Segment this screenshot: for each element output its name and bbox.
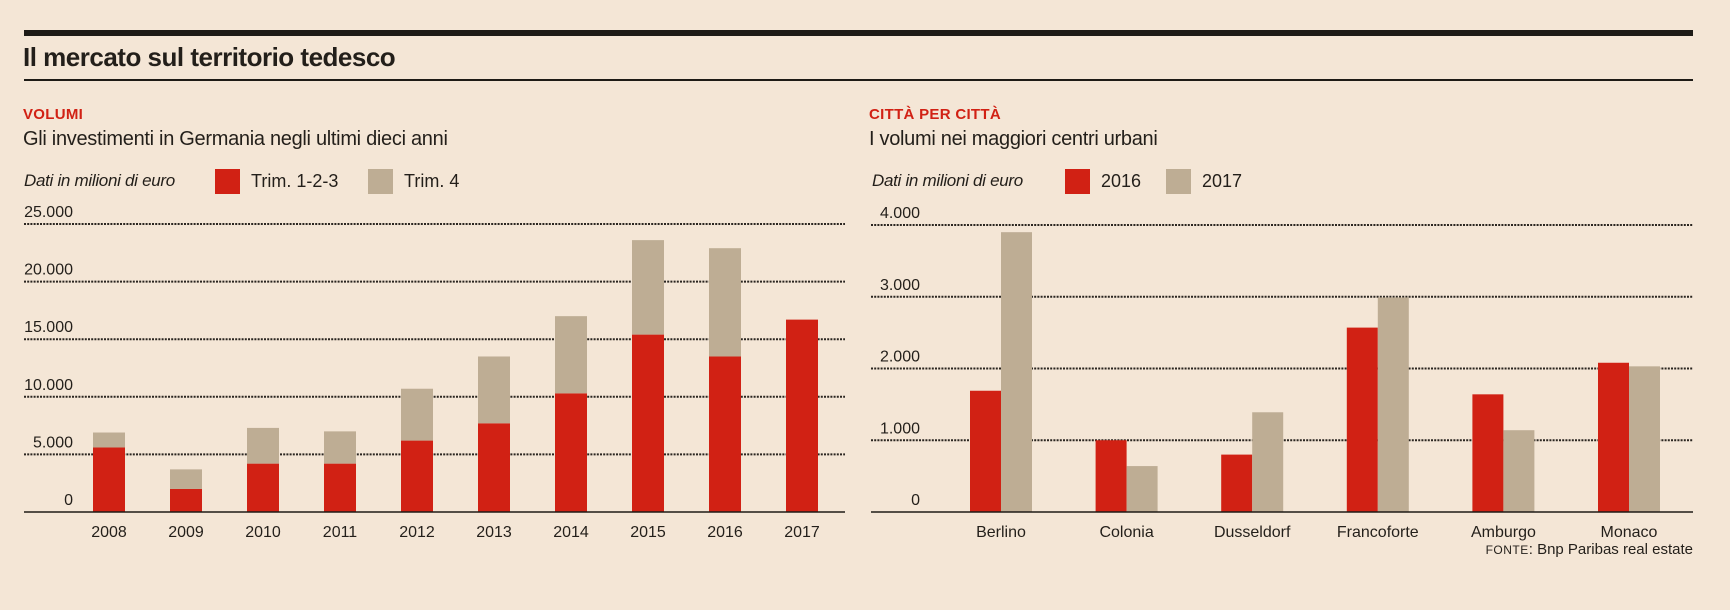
bar-2013-trim-1-2-3 xyxy=(478,423,510,512)
bar-2016-trim-4 xyxy=(709,248,741,357)
source-prefix: FONTE xyxy=(1485,543,1529,557)
legend-label-2016: 2016 xyxy=(1101,171,1142,191)
left-kicker: VOLUMI xyxy=(23,106,84,123)
legend-label-trim-123: Trim. 1-2-3 xyxy=(251,171,339,191)
source-note: FONTE: Bnp Paribas real estate xyxy=(1486,541,1693,558)
x-label-colonia: Colonia xyxy=(1099,524,1153,541)
bar-2008-trim-4 xyxy=(93,432,125,448)
left-ytick-label: 5.000 xyxy=(33,434,73,451)
bar-2009-trim-1-2-3 xyxy=(170,488,202,512)
bar-dusseldorf-2016 xyxy=(1221,454,1253,512)
x-label-2010: 2010 xyxy=(245,524,281,541)
left-subtitle: Gli investimenti in Germania negli ultim… xyxy=(23,128,448,150)
bar-2016-trim-1-2-3 xyxy=(709,356,741,512)
left-ytick-label: 20.000 xyxy=(24,262,73,279)
right-kicker: CITTÀ PER CITTÀ xyxy=(869,106,1001,123)
bar-2011-trim-4 xyxy=(324,431,356,464)
bar-dusseldorf-2017 xyxy=(1252,412,1284,512)
x-label-monaco: Monaco xyxy=(1601,524,1658,541)
left-ytick-label: 0 xyxy=(64,492,73,509)
bar-2009-trim-4 xyxy=(170,469,202,489)
bar-2015-trim-1-2-3 xyxy=(632,334,664,512)
x-label-francoforte: Francoforte xyxy=(1337,524,1419,541)
x-label-amburgo: Amburgo xyxy=(1471,524,1536,541)
left-ytick-label: 10.000 xyxy=(24,377,73,394)
bar-2010-trim-1-2-3 xyxy=(247,463,279,512)
right-ytick-label: 0 xyxy=(911,492,920,509)
legend-label-2017: 2017 xyxy=(1202,171,1243,191)
bar-2017-trim-1-2-3 xyxy=(786,319,818,512)
bar-francoforte-2017 xyxy=(1377,297,1409,512)
left-units-label: Dati in milioni di euro xyxy=(24,171,175,190)
legend-swatch-2017 xyxy=(1166,169,1191,194)
bar-2014-trim-1-2-3 xyxy=(555,393,587,512)
right-ytick-label: 3.000 xyxy=(880,277,920,294)
left-ytick-label: 15.000 xyxy=(24,319,73,336)
bar-2012-trim-1-2-3 xyxy=(401,440,433,512)
title-rule xyxy=(24,79,1693,81)
right-subtitle: I volumi nei maggiori centri urbani xyxy=(869,128,1158,150)
bar-2010-trim-4 xyxy=(247,427,279,464)
legend-swatch-trim-4 xyxy=(368,169,393,194)
legend-swatch-trim-123 xyxy=(215,169,240,194)
x-label-2012: 2012 xyxy=(399,524,435,541)
legend-swatch-2016 xyxy=(1065,169,1090,194)
right-ytick-label: 1.000 xyxy=(880,420,920,437)
left-chart-volumi: 0 5.000 10.000 15.000 20.000 25.000 2008 2009 20… xyxy=(24,204,845,541)
legend-label-trim-4: Trim. 4 xyxy=(404,171,460,191)
x-label-berlino: Berlino xyxy=(976,524,1026,541)
bar-2015-trim-4 xyxy=(632,240,664,335)
bar-colonia-2016 xyxy=(1095,440,1127,512)
x-label-2017: 2017 xyxy=(784,524,820,541)
top-rule xyxy=(24,30,1693,36)
bar-2013-trim-4 xyxy=(478,356,510,424)
x-label-2009: 2009 xyxy=(168,524,204,541)
x-label-2008: 2008 xyxy=(91,524,127,541)
bar-2011-trim-1-2-3 xyxy=(324,463,356,512)
left-ytick-label: 25.000 xyxy=(24,204,73,221)
x-label-2016: 2016 xyxy=(707,524,743,541)
right-ytick-label: 4.000 xyxy=(880,205,920,222)
x-label-2014: 2014 xyxy=(553,524,589,541)
bar-amburgo-2016 xyxy=(1472,394,1504,512)
x-label-2011: 2011 xyxy=(323,524,358,541)
right-ytick-label: 2.000 xyxy=(880,349,920,366)
bar-berlino-2016 xyxy=(970,390,1001,512)
bar-monaco-2016 xyxy=(1598,362,1629,512)
bar-2008-trim-1-2-3 xyxy=(93,447,125,512)
page-title: Il mercato sul territorio tedesco xyxy=(23,42,396,72)
x-label-2015: 2015 xyxy=(630,524,666,541)
bar-colonia-2017 xyxy=(1126,466,1158,512)
bar-2012-trim-4 xyxy=(401,388,433,441)
bar-monaco-2017 xyxy=(1629,366,1660,512)
bar-berlino-2017 xyxy=(1001,232,1032,513)
x-label-dusseldorf: Dusseldorf xyxy=(1214,524,1291,541)
x-label-2013: 2013 xyxy=(476,524,512,541)
bar-amburgo-2017 xyxy=(1503,430,1535,512)
bar-2014-trim-4 xyxy=(555,316,587,394)
source-text: : Bnp Paribas real estate xyxy=(1528,541,1693,558)
right-units-label: Dati in milioni di euro xyxy=(872,171,1023,190)
right-chart-citta: 0 1.000 2.000 3.000 4.000 Berlino Colonia Dusse… xyxy=(871,205,1693,541)
bar-francoforte-2016 xyxy=(1346,327,1378,512)
